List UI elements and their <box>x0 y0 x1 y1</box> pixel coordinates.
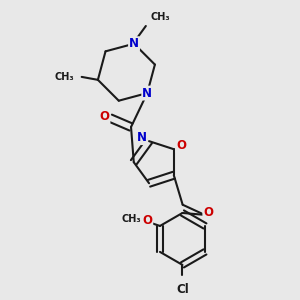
Text: CH₃: CH₃ <box>150 12 170 22</box>
Text: O: O <box>142 214 152 226</box>
Text: N: N <box>142 87 152 100</box>
Text: Cl: Cl <box>176 283 189 296</box>
Text: O: O <box>203 206 213 219</box>
Text: CH₃: CH₃ <box>55 72 74 82</box>
Text: O: O <box>100 110 110 123</box>
Text: N: N <box>137 131 147 144</box>
Text: CH₃: CH₃ <box>122 214 141 224</box>
Text: O: O <box>176 139 186 152</box>
Text: N: N <box>129 37 139 50</box>
